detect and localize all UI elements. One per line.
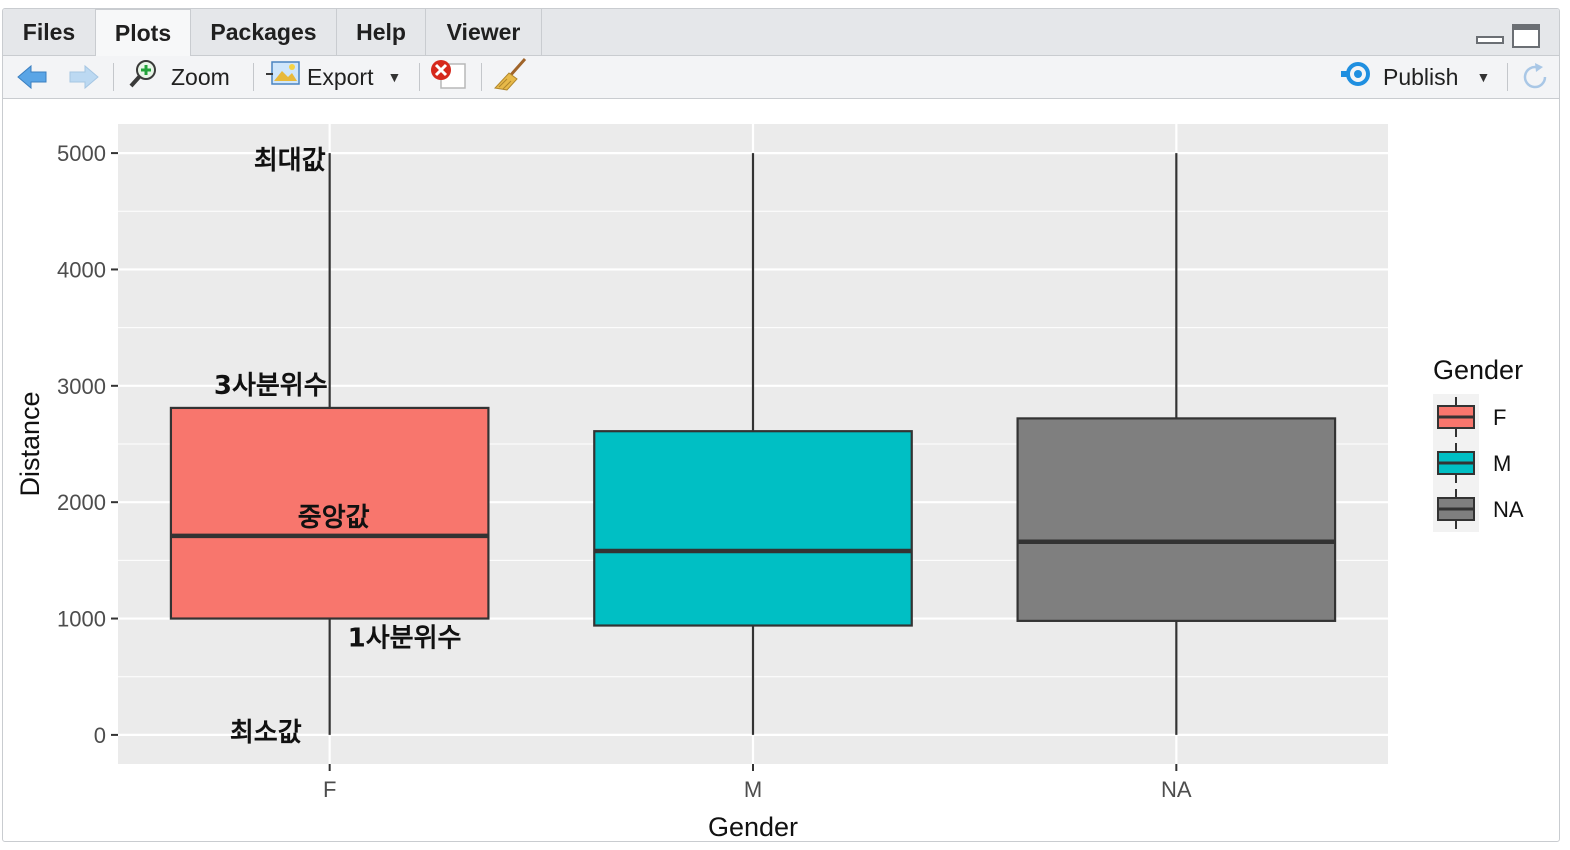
remove-plot-icon [429,58,467,96]
tab-files[interactable]: Files [3,9,96,55]
zoom-label: Zoom [171,63,230,90]
export-label: Export [307,63,374,90]
plots-pane: Files Plots Packages Help Viewer Zoom [2,8,1560,842]
tab-plots[interactable]: Plots [96,9,191,56]
legend-label: M [1493,451,1511,476]
forward-arrow-icon[interactable] [67,56,101,98]
chevron-down-icon: ▼ [1476,69,1491,85]
pane-tab-bar: Files Plots Packages Help Viewer [3,9,1559,56]
broom-icon [493,57,529,97]
back-arrow-icon[interactable] [15,56,49,98]
refresh-icon[interactable] [1519,56,1551,98]
y-tick-label: 5000 [57,141,106,166]
tab-help[interactable]: Help [337,9,426,55]
export-image-icon [265,59,301,95]
annotation-q3: 3사분위수 [214,371,328,401]
y-axis-title: Distance [15,391,45,496]
zoom-button[interactable]: Zoom [127,56,230,98]
x-tick-label: F [323,777,336,802]
y-tick-label: 3000 [57,374,106,399]
y-tick-label: 4000 [57,257,106,282]
legend-label: NA [1493,497,1524,522]
tab-viewer[interactable]: Viewer [426,9,542,55]
y-tick-label: 0 [94,723,106,748]
x-tick-label: NA [1161,777,1192,802]
publish-icon [1341,59,1375,95]
box-NA [1016,417,1337,622]
x-axis-title: Gender [708,812,798,841]
legend-label: F [1493,405,1506,430]
annotation-q1: 1사분위수 [348,624,462,654]
box-F [169,406,490,620]
publish-button[interactable]: Publish ▼ [1341,56,1490,98]
x-tick-label: M [744,777,762,802]
annotation-max: 최대값 [254,146,326,176]
y-tick-label: 2000 [57,490,106,515]
clear-all-plots-button[interactable] [493,56,529,98]
plots-toolbar: Zoom Export ▼ Publish ▼ [3,56,1559,99]
annotation-min: 최소값 [230,718,302,748]
maximize-icon[interactable] [1511,23,1543,54]
annotation-median: 중앙값 [298,503,370,533]
y-tick-label: 1000 [57,607,106,632]
tab-packages[interactable]: Packages [191,9,337,55]
plot-viewer: 0 1000 2000 3000 4000 5000 F M NA 최대값 3사분위수 중앙값 1사분위… [3,99,1559,841]
box-M [593,430,913,627]
minimize-icon[interactable] [1475,23,1505,50]
remove-plot-button[interactable] [429,56,467,98]
legend-title: Gender [1433,355,1523,385]
export-button[interactable]: Export ▼ [265,56,401,98]
magnifier-zoom-icon [127,58,161,96]
publish-label: Publish [1383,63,1459,90]
chevron-down-icon: ▼ [387,69,402,85]
